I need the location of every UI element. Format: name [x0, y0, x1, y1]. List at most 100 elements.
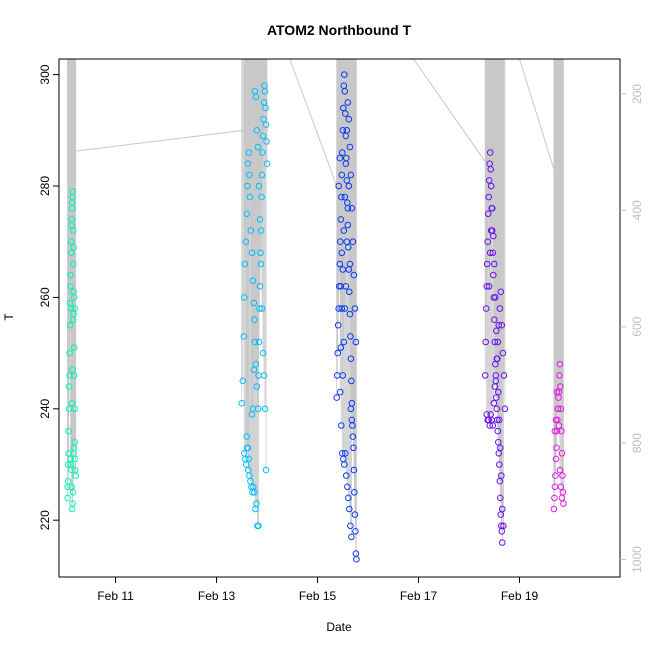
data-point: [64, 477, 72, 485]
data-point: [64, 461, 72, 468]
data-point: [351, 511, 359, 518]
data-point: [258, 193, 265, 201]
data-point: [495, 321, 503, 329]
data-point: [67, 249, 75, 257]
data-point: [492, 372, 500, 379]
data-point: [491, 316, 498, 324]
data-point: [553, 427, 561, 435]
data-point: [498, 321, 506, 329]
y2-tick-label: 200: [630, 84, 644, 104]
x-tick-label: Feb 15: [299, 589, 337, 603]
data-point: [255, 338, 263, 346]
data-point: [486, 249, 494, 257]
data-point: [350, 466, 358, 474]
data-point: [240, 333, 248, 340]
data-point: [347, 522, 354, 530]
secondary-y-axis: 200 400 600 800 1000: [620, 84, 644, 573]
data-point: [334, 321, 342, 329]
data-point: [67, 238, 75, 245]
data-point: [485, 177, 493, 184]
data-point: [241, 294, 248, 301]
data-point: [559, 472, 566, 479]
data-point: [343, 127, 351, 134]
data-point: [349, 238, 357, 245]
data-point: [558, 494, 566, 502]
data-point: [339, 149, 346, 156]
data-point: [500, 372, 508, 379]
data-point: [487, 227, 495, 234]
data-point: [337, 238, 344, 245]
data-point: [552, 455, 560, 463]
data-point: [490, 232, 497, 240]
data-point: [353, 555, 360, 563]
data-point: [498, 472, 505, 479]
data-point: [66, 372, 73, 379]
data-point: [346, 310, 354, 318]
data-point: [340, 104, 347, 112]
data-point: [492, 294, 499, 301]
data-point: [348, 533, 355, 541]
data-point: [260, 372, 268, 379]
data-point: [490, 399, 498, 407]
data-point: [263, 160, 271, 167]
data-point: [69, 193, 76, 201]
data-point: [484, 238, 492, 245]
data-point: [249, 405, 257, 413]
data-point: [69, 500, 76, 507]
data-point: [252, 93, 260, 101]
data-point: [71, 405, 78, 413]
data-point: [262, 466, 270, 474]
data-point: [488, 205, 496, 212]
data-point: [248, 249, 256, 257]
data-point: [339, 127, 347, 134]
data-point: [348, 377, 355, 385]
data-point: [257, 227, 265, 234]
data-point: [500, 522, 507, 530]
data-point: [352, 528, 359, 535]
data-point: [482, 338, 490, 346]
data-point: [255, 182, 263, 190]
data-point: [557, 483, 565, 491]
data-point: [337, 388, 344, 396]
data-point: [341, 88, 349, 95]
data-point: [338, 305, 346, 312]
data-point: [336, 260, 344, 268]
data-point: [241, 260, 249, 268]
data-point: [491, 338, 499, 346]
data-point: [346, 260, 354, 268]
data-point: [495, 438, 502, 446]
data-point: [551, 427, 559, 435]
data-point: [246, 171, 253, 179]
data-point: [72, 472, 79, 479]
data-point: [249, 277, 257, 285]
data-point: [69, 489, 77, 496]
data-point: [487, 182, 495, 190]
data-point: [251, 316, 258, 324]
data-point: [242, 238, 250, 245]
data-point: [338, 193, 345, 201]
data-point: [339, 266, 347, 273]
data-point: [245, 455, 253, 463]
y2-tick-label: 800: [630, 433, 644, 453]
data-point: [336, 154, 344, 162]
data-point: [245, 149, 253, 156]
plot-frame: [58, 58, 621, 578]
data-point: [497, 444, 504, 452]
data-point: [485, 283, 493, 290]
data-point: [555, 422, 563, 429]
data-point: [261, 88, 269, 95]
data-point: [65, 427, 72, 435]
data-point: [551, 494, 558, 502]
data-point: [247, 227, 255, 234]
data-point: [69, 260, 77, 268]
x-tick-label: Feb 17: [400, 589, 438, 603]
data-point: [350, 271, 358, 279]
data-point: [352, 338, 360, 346]
data-point: [338, 171, 346, 179]
data-point: [253, 127, 261, 134]
data-point: [550, 505, 558, 513]
data-point: [553, 388, 561, 396]
data-point: [486, 149, 494, 156]
data-point: [351, 489, 358, 496]
